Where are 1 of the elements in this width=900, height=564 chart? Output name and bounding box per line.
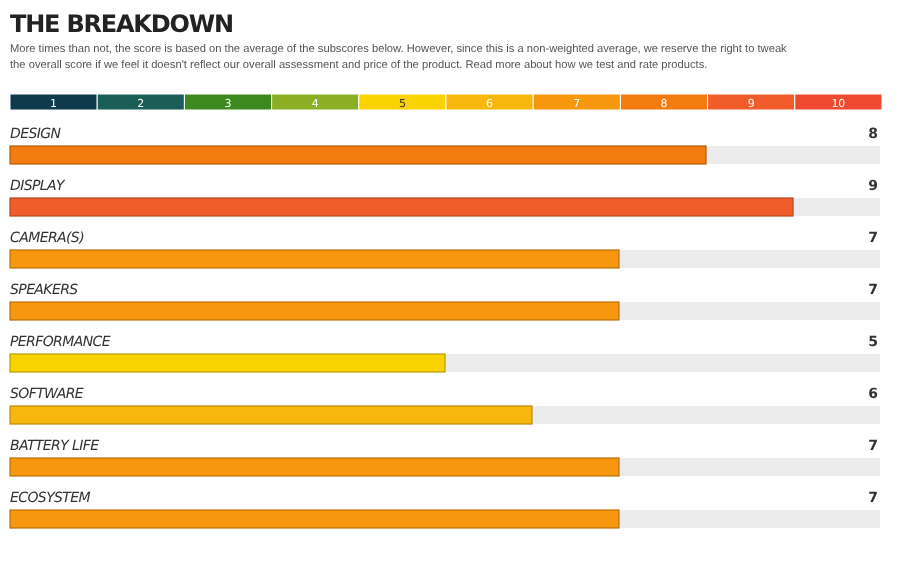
chart-title: THE BREAKDOWN xyxy=(10,10,233,38)
